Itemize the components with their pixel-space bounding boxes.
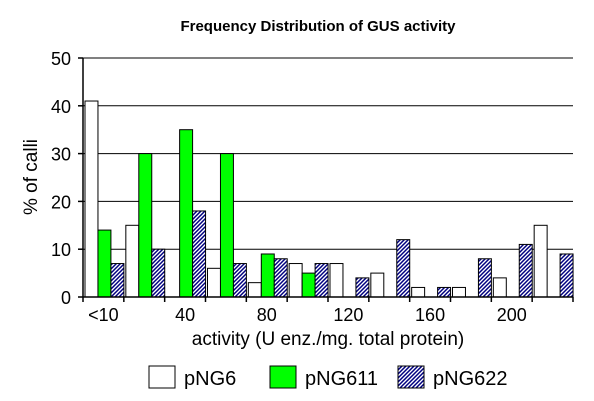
bar-png622-5 bbox=[314, 263, 329, 298]
bar-png6-7 bbox=[370, 272, 385, 298]
x-tick-label: <10 bbox=[88, 305, 119, 325]
legend-label-png6: pNG6 bbox=[184, 368, 236, 390]
bar-png622-6 bbox=[355, 277, 370, 298]
y-tick-labels: 0 10 20 30 40 50 bbox=[51, 49, 71, 308]
x-tick-label: 160 bbox=[415, 305, 445, 325]
legend-label-png611: pNG611 bbox=[305, 368, 378, 390]
bar-png6-0 bbox=[84, 100, 99, 298]
bar-png622-8 bbox=[437, 286, 452, 298]
x-tick-label: 40 bbox=[175, 305, 195, 325]
bar-png611-5 bbox=[301, 272, 316, 298]
y-tick-label: 50 bbox=[51, 49, 71, 69]
x-axis-title: activity (U enz./mg. total protein) bbox=[192, 329, 464, 350]
y-tick-label: 30 bbox=[51, 145, 71, 165]
bar-png611-4 bbox=[260, 253, 275, 298]
bar-png6-9 bbox=[452, 286, 466, 298]
bar-png622-3 bbox=[232, 263, 247, 298]
x-tick-label: 120 bbox=[333, 305, 363, 325]
legend-swatch-png6 bbox=[148, 365, 176, 389]
bar-png622-4 bbox=[273, 258, 288, 298]
bar-png622-10 bbox=[518, 243, 533, 298]
legend-swatch-png611 bbox=[269, 365, 297, 389]
chart-title: Frequency Distribution of GUS activity bbox=[180, 18, 456, 35]
legend-label-png622: pNG622 bbox=[433, 368, 508, 390]
y-axis-title: % of calli bbox=[21, 139, 42, 215]
legend: pNG6 pNG611 pNG622 bbox=[148, 365, 508, 390]
bar-png6-6 bbox=[329, 263, 344, 298]
bar-png6-4 bbox=[247, 282, 262, 298]
x-tick-label: 80 bbox=[257, 305, 277, 325]
axes bbox=[78, 57, 574, 302]
bar-png611-2 bbox=[179, 129, 194, 298]
bar-png622-11 bbox=[559, 253, 574, 298]
bars bbox=[84, 100, 574, 298]
bar-png622-7 bbox=[396, 239, 411, 298]
bar-png6-1 bbox=[125, 224, 140, 298]
bar-png6-11 bbox=[533, 224, 548, 298]
gridlines bbox=[83, 57, 573, 250]
bar-png6-3 bbox=[207, 267, 221, 298]
bar-png6-5 bbox=[288, 263, 303, 298]
y-tick-label: 10 bbox=[51, 240, 71, 260]
bar-png622-0 bbox=[110, 263, 125, 298]
y-tick-label: 0 bbox=[61, 288, 71, 308]
y-tick-label: 40 bbox=[51, 97, 71, 117]
bar-png622-1 bbox=[151, 248, 166, 298]
bar-png6-8 bbox=[411, 286, 426, 298]
bar-png611-3 bbox=[219, 153, 234, 298]
legend-swatch-png622 bbox=[397, 365, 425, 389]
bar-png622-2 bbox=[192, 210, 207, 298]
bar-png611-0 bbox=[97, 229, 112, 298]
x-tick-labels: <10 40 80 120 160 200 bbox=[88, 305, 527, 325]
bar-png6-10 bbox=[492, 277, 507, 298]
bar-png622-9 bbox=[477, 258, 492, 298]
y-tick-label: 20 bbox=[51, 192, 71, 212]
x-tick-label: 200 bbox=[497, 305, 527, 325]
bar-png611-1 bbox=[138, 153, 153, 298]
